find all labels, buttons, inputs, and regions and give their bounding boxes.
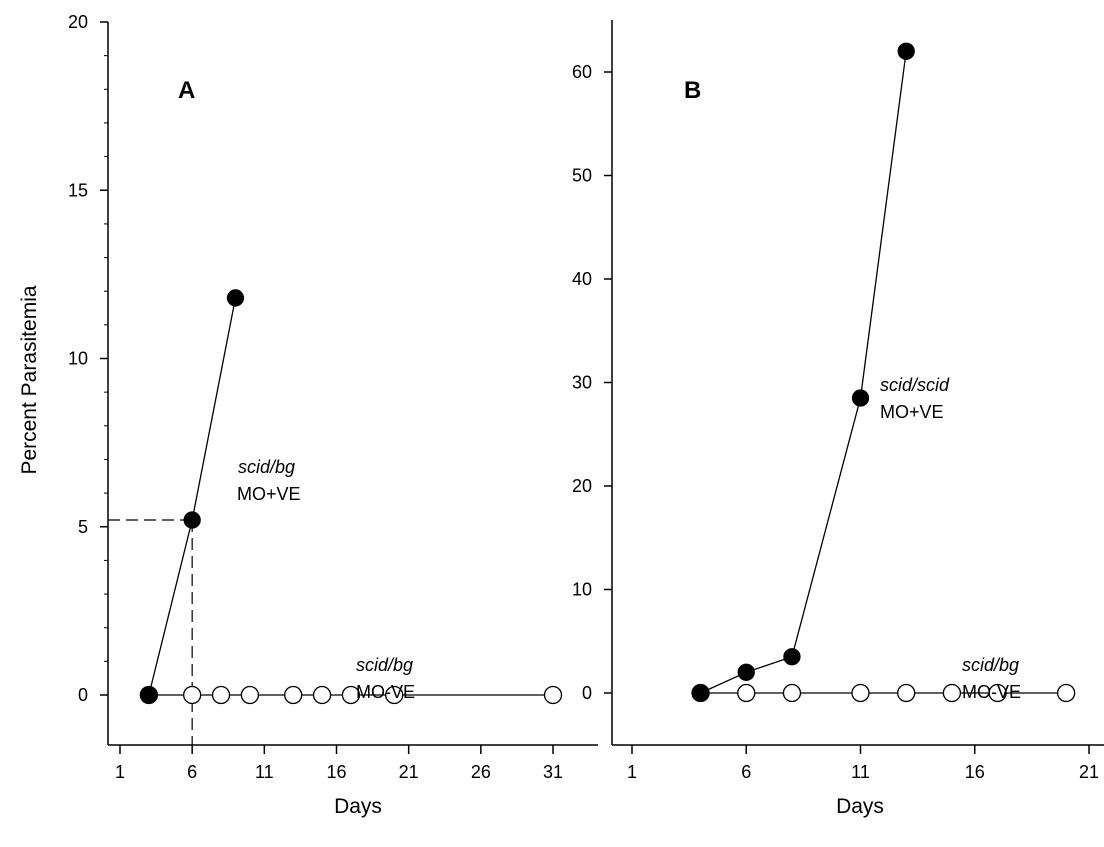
panel-b-y-tick-label: 10	[572, 580, 592, 600]
panel-b-x-axis-title: Days	[836, 795, 884, 818]
panel-b-y-tick-label: 40	[572, 269, 592, 289]
panel-a-series-1-point	[183, 511, 201, 529]
panel-a-series-2-point	[385, 685, 404, 705]
panel-b-series-2-point	[1057, 683, 1076, 703]
panel-b-x-tick-label: 6	[741, 762, 751, 782]
panel-a-x-tick-label: 31	[543, 762, 563, 782]
panel-b-annotation-strain-1: scid/scid	[880, 375, 950, 395]
panel-a-letter: A	[178, 77, 195, 104]
panel-a-y-tick-label: 10	[68, 349, 88, 369]
panel-b-series-1-point	[783, 648, 801, 666]
panel-a-annotation-strain-1: scid/bg	[238, 457, 295, 477]
panel-a-y-tick-label: 15	[68, 180, 88, 200]
panel-a-y-tick-label: 20	[68, 12, 88, 32]
panel-a-series	[139, 289, 563, 705]
panel-b-series-1-line	[700, 51, 907, 694]
panel-b-series-2-point	[782, 683, 802, 703]
panel-b-series-1-point	[737, 663, 755, 681]
panel-b-x-tick-label: 21	[1079, 762, 1099, 782]
panel-a-series-2-point	[312, 685, 332, 705]
panel-b-y-tick-label: 60	[572, 62, 592, 82]
panel-b-letter: B	[684, 77, 701, 104]
panel-a-series-2-point	[284, 685, 303, 705]
panel-a-annotation-group-1: MO+VE	[237, 484, 301, 504]
panel-b-series-2-point	[942, 683, 962, 703]
panel-a-series-2-point	[543, 685, 563, 705]
panel-a-x-axis-title: Days	[334, 795, 382, 818]
panel-a-series-2-point	[341, 685, 361, 705]
panel-a-x-tick-label: 16	[326, 762, 346, 782]
panel-b-x-tick-label: 1	[627, 762, 637, 782]
panel-a-series-2-point	[240, 685, 260, 705]
panel-a-x-tick-label: 26	[471, 762, 491, 782]
panel-b-y-tick-label: 30	[572, 373, 592, 393]
panel-b-series-2-point	[897, 683, 916, 703]
panel-a-reference-lines	[108, 519, 193, 745]
panel-a-x-tick-label: 6	[187, 762, 197, 782]
panel-a-x-tick-label: 21	[399, 762, 419, 782]
panel-b-series-2-point	[737, 683, 756, 703]
panel-b-series-1-point	[691, 684, 710, 702]
panel-b-annotation-group-2: MO-VE	[962, 682, 1021, 702]
panel-a-y-tick-label: 5	[78, 517, 88, 537]
panel-a-annotation-strain-2: scid/bg	[356, 655, 413, 675]
panel-b-y-tick-label: 0	[582, 683, 592, 703]
panel-b-series-1-point	[851, 389, 870, 407]
panel-b-x-tick-label: 11	[851, 762, 870, 782]
panel-a-y-axis-title: Percent Parasitemia	[18, 285, 41, 474]
panel-a-x-tick-label: 11	[255, 762, 274, 782]
panel-b-y-tick-label: 50	[572, 166, 592, 186]
panel-a-series-2-point	[183, 685, 202, 705]
panel-b-series	[691, 42, 1076, 703]
panel-a-series-1-point	[140, 686, 158, 704]
panel-b-annotation-group-1: MO+VE	[880, 402, 944, 422]
panel-a-x-tick-label: 1	[115, 762, 125, 782]
panel-a-series-1-point	[226, 289, 245, 307]
panel-b-y-tick-label: 20	[572, 476, 592, 496]
panel-b-annotation-strain-2: scid/bg	[962, 655, 1019, 675]
panel-b-x-tick-label: 16	[965, 762, 985, 782]
panel-b-series-2-point	[988, 683, 1007, 703]
panel-b-series-2-point	[851, 683, 870, 703]
panel-a-y-tick-label: 0	[78, 685, 88, 705]
panel-a-series-2-point	[211, 685, 231, 705]
panel-a-annotation-group-2: MO-VE	[356, 682, 415, 702]
panel-b-series-1-point	[897, 42, 915, 60]
